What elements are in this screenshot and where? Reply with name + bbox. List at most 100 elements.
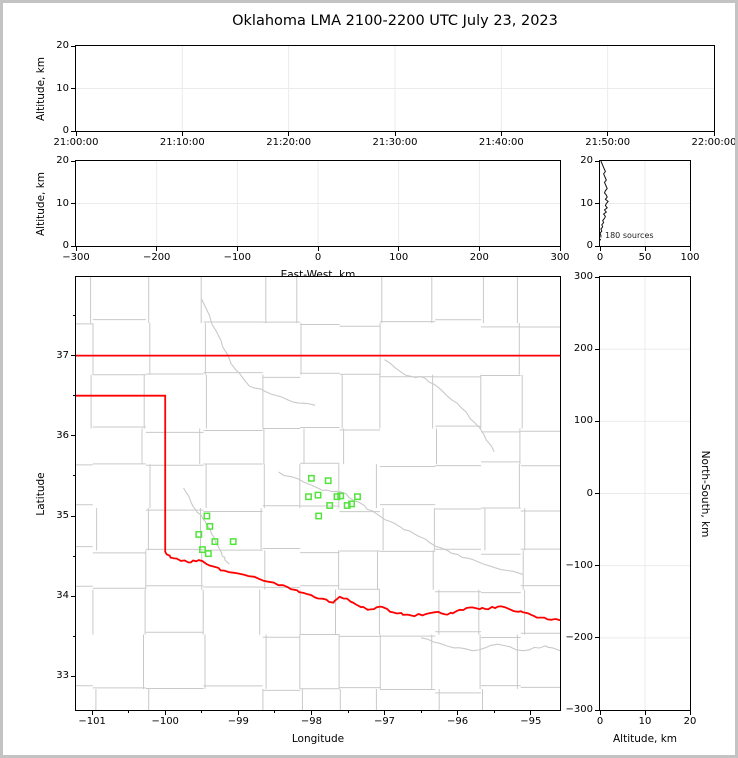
x-tick-label: −200 [142, 252, 171, 263]
x-tick-label: 21:50:00 [585, 137, 631, 148]
lightning-source-marker [203, 512, 211, 520]
x-tickmark [713, 132, 715, 136]
county-boundaries [76, 277, 560, 710]
river-line [420, 637, 560, 652]
lightning-source-marker [211, 538, 219, 546]
x-tickmark [394, 132, 396, 136]
y-tick-label: 0 [586, 240, 593, 251]
y-minor-tickmark [73, 315, 75, 316]
state-border-panhandle [76, 394, 167, 552]
y-axis-label-ew-height: Altitude, km [35, 171, 47, 236]
river-line [183, 487, 230, 565]
y-tick-label: 10 [580, 197, 593, 209]
x-tick-label: 21:30:00 [372, 137, 418, 148]
x-tick-label: −100 [151, 716, 179, 727]
x-tickmark [384, 711, 385, 715]
panel-canvas-time-height [76, 46, 714, 131]
y-tickmark [71, 675, 75, 677]
y-tick-label: −200 [565, 631, 593, 643]
y-tickmark [71, 515, 75, 517]
x-minor-tickmark [493, 711, 495, 713]
x-tickmark [689, 247, 691, 251]
lightning-source-marker [337, 492, 345, 500]
figure-title: Oklahoma LMA 2100-2200 UTC July 23, 2023 [232, 13, 558, 29]
y-tick-label: 37 [56, 349, 69, 361]
y-tick-label: 20 [56, 155, 69, 166]
panel-ew-height [75, 160, 561, 247]
x-tickmark [644, 711, 646, 715]
state-border-red-river [164, 551, 560, 622]
lightning-source-marker [195, 530, 203, 538]
x-tick-label: 22:00:00 [691, 137, 737, 148]
river-line [201, 299, 316, 406]
x-tickmark [317, 247, 319, 251]
panel-canvas-ns-height [600, 277, 690, 710]
x-axis-label-plan-view: Longitude [291, 733, 345, 745]
lightning-source-marker [305, 493, 312, 501]
lightning-source-marker [206, 522, 214, 530]
panel-canvas-source-histogram [600, 161, 690, 246]
x-tickmark [500, 132, 502, 136]
y-tickmark [595, 637, 599, 639]
y-minor-tickmark [73, 395, 75, 397]
river-line [278, 471, 524, 576]
x-tick-label: −98 [300, 716, 322, 727]
y-tickmark [71, 203, 75, 204]
y-axis-label-plan-view: Latitude [35, 471, 47, 516]
lightning-source-marker [348, 500, 356, 508]
x-tick-label: 0 [596, 252, 604, 263]
panel-source-histogram [599, 160, 691, 247]
lightning-source-marker [229, 538, 237, 546]
y-tickmark [71, 130, 75, 132]
x-tick-label: 0 [596, 716, 604, 727]
y-tickmark [595, 348, 599, 350]
lightning-source-marker [326, 502, 334, 509]
lightning-source-marker [333, 493, 341, 501]
y-tick-label: 20 [580, 155, 593, 166]
panel-plan-view [75, 276, 561, 711]
y-tickmark [71, 355, 75, 357]
x-minor-tickmark [128, 711, 130, 713]
x-tickmark [75, 247, 77, 251]
lightning-source-marker [343, 502, 351, 509]
x-tickmark [156, 247, 158, 251]
y-tickmark [71, 595, 75, 597]
x-tick-label: 21:40:00 [478, 137, 524, 148]
x-minor-tickmark [347, 711, 349, 713]
x-tickmark [236, 247, 238, 251]
y-axis-label-ns-height: North-South, km [699, 450, 711, 537]
y-tickmark [595, 245, 599, 247]
x-minor-tickmark [201, 711, 203, 713]
x-tickmark [559, 247, 561, 251]
x-axis-label-ns-height: Altitude, km [612, 733, 678, 745]
river-line [384, 359, 495, 453]
x-tickmark [181, 132, 183, 136]
y-tick-label: −300 [565, 704, 593, 715]
y-minor-tickmark [73, 555, 75, 557]
x-tickmark [607, 132, 609, 136]
y-tickmark [71, 88, 75, 89]
y-tickmark [71, 245, 75, 247]
x-tickmark [288, 132, 290, 136]
y-tick-label: 36 [56, 429, 69, 441]
x-tickmark [599, 711, 601, 715]
y-tickmark [595, 493, 599, 494]
x-tickmark [237, 711, 239, 715]
x-tickmark [164, 711, 166, 715]
x-tick-label: 10 [638, 716, 652, 727]
lightning-source-marker [354, 493, 361, 501]
lightning-source-marker [307, 474, 315, 482]
x-tick-label: −300 [62, 252, 90, 263]
x-tick-label: 21:10:00 [159, 137, 205, 148]
x-tick-label: −96 [447, 716, 469, 727]
x-tick-label: 21:20:00 [266, 137, 312, 148]
x-tick-label: −100 [223, 252, 252, 263]
y-tickmark [595, 420, 599, 422]
y-tickmark [71, 45, 75, 47]
x-tick-label: 50 [638, 252, 652, 263]
x-tick-label: 100 [680, 252, 700, 263]
x-tickmark [457, 711, 459, 715]
x-tick-label: 300 [550, 252, 570, 263]
y-tick-label: 20 [56, 40, 69, 51]
y-tick-label: 300 [573, 271, 593, 282]
